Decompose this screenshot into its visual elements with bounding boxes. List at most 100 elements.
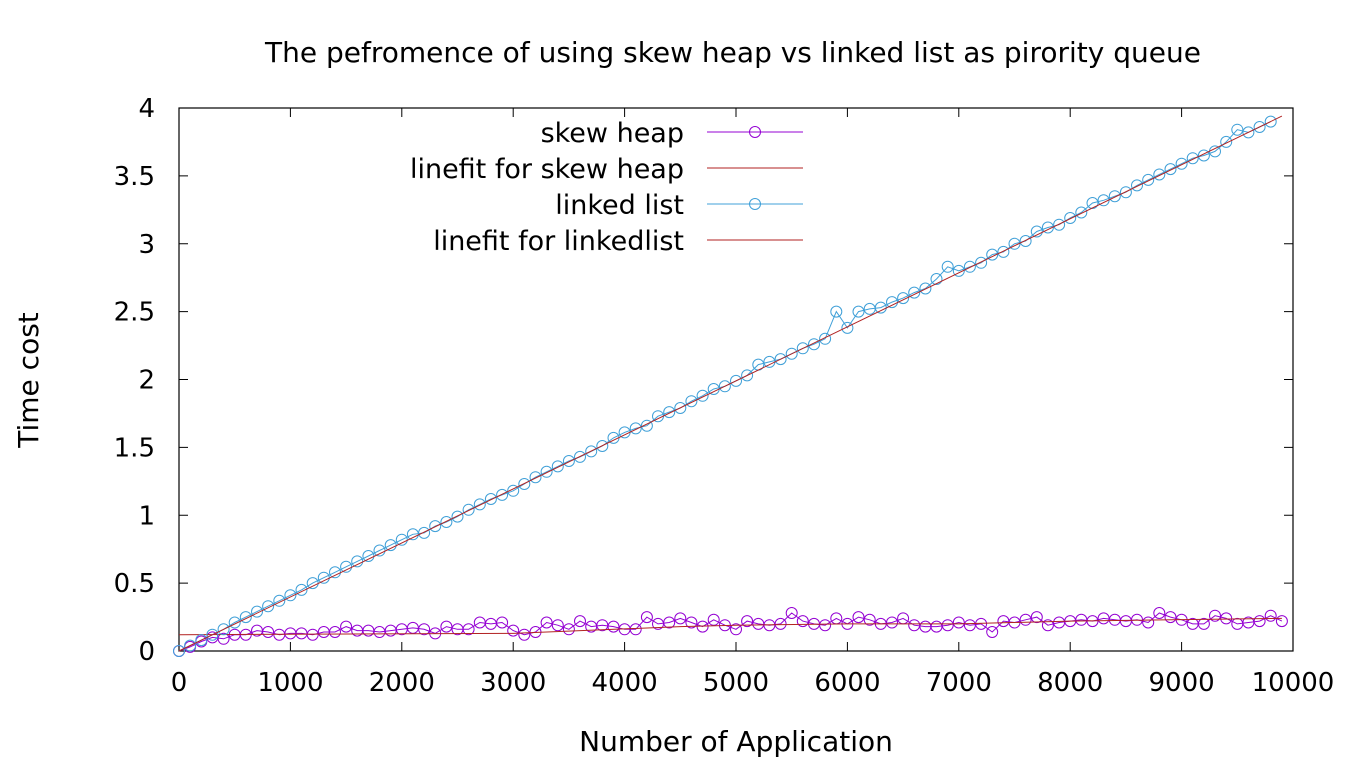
data-point — [551, 460, 564, 473]
data-point — [1186, 152, 1199, 165]
data-point — [574, 615, 586, 628]
x-tick-label: 10000 — [1252, 668, 1335, 698]
y-tick-label: 0.5 — [114, 569, 155, 599]
data-point — [384, 539, 397, 552]
data-point — [262, 600, 275, 613]
data-point — [886, 616, 898, 629]
data-point — [1231, 123, 1244, 136]
data-point — [340, 620, 353, 633]
data-point — [1030, 225, 1043, 238]
series-line — [178, 617, 1282, 636]
data-point — [674, 612, 687, 625]
x-tick-label: 5000 — [703, 668, 769, 698]
series-skew-heap — [173, 607, 1288, 657]
x-tick-label: 7000 — [926, 668, 992, 698]
data-point — [863, 613, 876, 626]
y-tick-label: 3 — [138, 230, 155, 260]
data-point — [741, 615, 754, 628]
data-point — [373, 544, 386, 557]
data-point — [1041, 619, 1054, 632]
data-point — [429, 520, 442, 533]
y-tick-label: 4 — [138, 94, 155, 124]
data-point — [1153, 607, 1166, 619]
data-point — [1220, 612, 1233, 625]
data-point — [540, 465, 553, 478]
data-point — [774, 353, 787, 366]
axis-ticks: 0 1000 2000 3000 4000 5000 6000 7000 8000 9000 100… — [114, 94, 1335, 698]
data-point — [1131, 179, 1143, 192]
data-point — [1142, 616, 1155, 629]
data-point — [329, 626, 341, 638]
data-point — [640, 419, 653, 432]
x-tick-label: 8000 — [1037, 668, 1103, 698]
data-point — [674, 402, 687, 414]
chart-title: The pefromence of using skew heap vs lin… — [264, 36, 1201, 69]
legend-label: linefit for skew heap — [410, 154, 684, 185]
data-point — [1008, 237, 1021, 250]
data-point — [540, 616, 553, 629]
data-point — [1153, 168, 1166, 181]
data-point — [1197, 617, 1210, 630]
data-point — [908, 286, 921, 299]
data-point — [562, 455, 575, 467]
series-linefit-for-skew-heap — [178, 617, 1282, 636]
data-point — [507, 484, 520, 497]
data-point — [819, 332, 832, 345]
data-point — [852, 305, 865, 318]
data-point — [1253, 121, 1266, 133]
data-point — [418, 623, 431, 636]
data-point — [440, 516, 453, 528]
data-point — [1275, 615, 1288, 628]
data-point — [941, 619, 954, 632]
data-point — [518, 628, 531, 641]
data-point — [507, 624, 520, 637]
legend-marker — [749, 126, 761, 138]
data-point — [919, 282, 932, 295]
data-point — [484, 493, 497, 505]
data-point — [785, 607, 798, 619]
y-tick-label: 2.5 — [114, 298, 155, 328]
data-point — [629, 422, 642, 435]
data-point — [685, 395, 698, 408]
data-point — [284, 589, 297, 602]
data-point — [629, 623, 642, 636]
data-point — [1164, 163, 1177, 176]
data-point — [941, 260, 954, 273]
data-point — [496, 488, 509, 501]
y-tick-label: 0 — [138, 637, 155, 667]
data-point — [730, 623, 742, 636]
data-point — [228, 616, 241, 629]
data-point — [462, 623, 475, 636]
x-tick-label: 0 — [171, 668, 188, 698]
data-point — [808, 338, 820, 351]
data-point — [1264, 609, 1277, 622]
data-point — [184, 639, 197, 652]
x-tick-label: 6000 — [814, 668, 880, 698]
data-point — [1108, 190, 1121, 203]
data-point — [1019, 613, 1032, 626]
data-point — [1209, 609, 1221, 622]
data-point — [963, 260, 976, 273]
data-point — [273, 594, 286, 607]
data-point — [785, 347, 798, 360]
series-linefit-for-linkedlist — [178, 115, 1283, 652]
data-point — [1119, 186, 1132, 199]
y-axis-label: Time cost — [12, 312, 45, 449]
data-point — [1041, 221, 1054, 234]
data-point — [1253, 615, 1266, 628]
data-point — [462, 503, 475, 516]
data-point — [1030, 611, 1043, 624]
y-tick-label: 3.5 — [114, 162, 155, 192]
x-tick-label: 4000 — [592, 668, 658, 698]
data-point — [685, 616, 698, 629]
data-point — [195, 634, 208, 647]
data-point — [796, 615, 809, 628]
data-point — [1164, 611, 1177, 624]
data-point — [440, 620, 453, 633]
series-line — [178, 115, 1283, 652]
data-point — [529, 471, 542, 484]
data-point — [640, 611, 653, 624]
series-layer — [173, 115, 1288, 657]
data-point — [1053, 218, 1066, 231]
